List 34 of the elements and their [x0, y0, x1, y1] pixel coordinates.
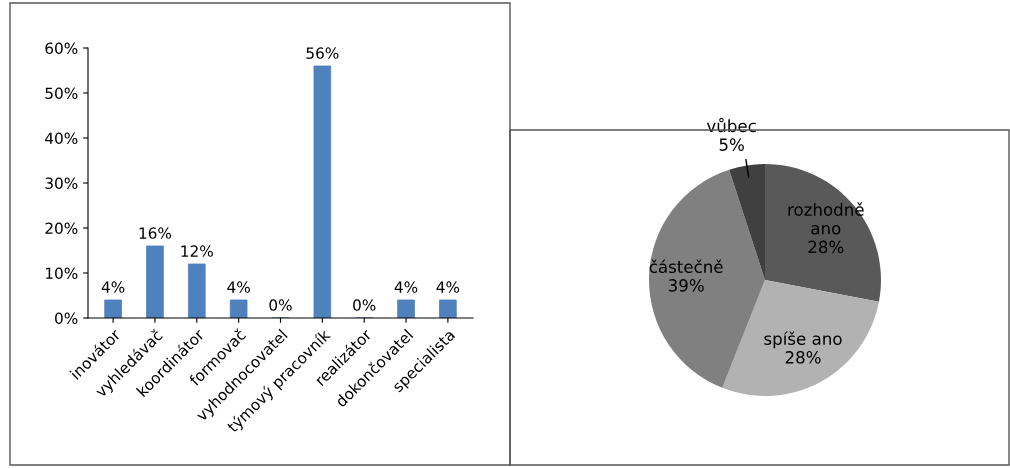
data-label: 4% — [227, 281, 250, 293]
bar — [104, 299, 122, 318]
y-tick-label: 40% — [45, 132, 78, 145]
bar — [439, 299, 457, 318]
data-label: 28% — [808, 240, 844, 254]
bar — [229, 299, 248, 318]
y-tick-label: 20% — [45, 222, 78, 235]
data-label: 39% — [668, 279, 704, 292]
data-label: 16% — [139, 227, 172, 239]
y-tick-label: 60% — [45, 42, 78, 55]
slice-label: částečně — [649, 259, 723, 274]
data-label: 56% — [306, 47, 339, 59]
bar — [397, 299, 415, 318]
data-label: 12% — [181, 245, 213, 257]
bar — [188, 263, 206, 318]
data-label: 28% — [785, 351, 821, 364]
bar — [146, 245, 164, 318]
y-tick-label: 30% — [45, 177, 78, 190]
slice-label: vůbec — [706, 117, 756, 133]
data-label: 5% — [719, 138, 744, 151]
pie-slice — [649, 169, 765, 388]
bar — [313, 65, 332, 318]
pie-slice — [765, 164, 881, 302]
y-tick-label: 0% — [55, 312, 78, 325]
pie-slice — [729, 164, 765, 280]
data-label: 0% — [353, 299, 376, 311]
y-tick-label: 50% — [45, 87, 78, 100]
data-label: 4% — [101, 281, 125, 293]
slice-label: spíše ano — [764, 331, 842, 349]
data-label: 4% — [394, 281, 418, 293]
data-label: 4% — [436, 281, 460, 293]
pie-slice — [722, 280, 879, 396]
y-tick-label: 10% — [46, 267, 78, 280]
data-label: 0% — [269, 299, 292, 311]
